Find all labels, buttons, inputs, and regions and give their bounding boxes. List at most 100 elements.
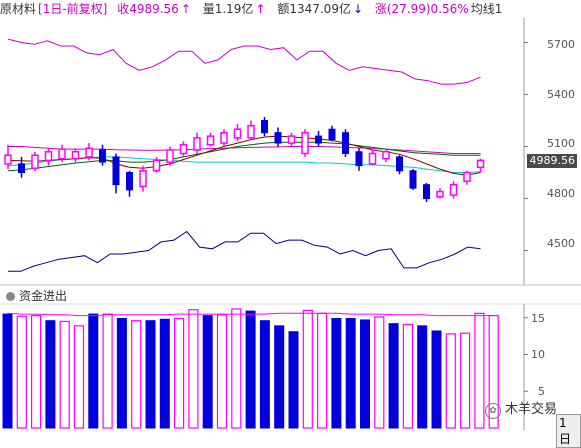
volume-bar-down — [159, 318, 170, 429]
tick-5: 5 — [538, 385, 545, 398]
volume-bar-down — [288, 331, 299, 429]
ma-mid-line — [7, 141, 481, 172]
candle-down — [99, 149, 106, 163]
period-tag[interactable]: [1日-前复权] — [38, 2, 108, 16]
candle-down — [355, 151, 363, 167]
candle-down — [274, 132, 282, 144]
candle-down — [18, 163, 25, 174]
candle-down — [423, 184, 430, 200]
volume-bar-down — [360, 319, 370, 429]
volume-bar-down — [245, 310, 256, 429]
candle-up — [4, 154, 12, 165]
candle-down — [126, 172, 133, 191]
tick-4800: 4800 — [547, 187, 575, 200]
lower-band-line — [8, 230, 481, 272]
chart-canvas — [0, 18, 581, 430]
amount-arrow-icon: ↓ — [352, 2, 364, 16]
tick-5400: 5400 — [547, 88, 575, 101]
volume-bar-down — [45, 320, 56, 429]
watermark: ✿ 木羊交易 — [485, 398, 557, 419]
candle-up — [152, 159, 161, 172]
instrument-name: 原材料 — [0, 2, 37, 16]
watermark-text: 木羊交易 — [505, 402, 558, 417]
volume-bar-up — [460, 332, 471, 429]
volume-bar-down — [388, 323, 399, 429]
tick-4500: 4500 — [547, 237, 575, 250]
candle-up — [436, 190, 444, 198]
tick-10: 10 — [531, 348, 545, 361]
candle-up — [206, 135, 215, 146]
candle-up — [179, 144, 188, 155]
candle-up — [368, 152, 377, 165]
candle-up — [139, 170, 147, 188]
panel-dot-icon[interactable] — [6, 292, 15, 301]
candle-up — [220, 131, 228, 144]
close-arrow-icon: ↑ — [180, 2, 191, 16]
tick-5700: 5700 — [547, 38, 575, 51]
period-button[interactable]: 1日 — [556, 414, 581, 448]
wechat-icon: ✿ — [485, 403, 501, 419]
candle-down — [328, 128, 336, 141]
tick-5100: 5100 — [547, 137, 575, 150]
chart-header: 原材料 [1日-前复权] 收4989.56 ↑ 量1.19亿 ↑ 额1347.09亿 ↓… — [0, 0, 504, 18]
candle-down — [342, 132, 349, 154]
candle-up — [247, 124, 255, 139]
volume-bar-up — [317, 312, 328, 429]
tick-15: 15 — [531, 312, 545, 325]
candle-down — [112, 156, 120, 186]
candle-down — [396, 156, 403, 172]
candle-down — [261, 120, 268, 134]
volume-bar-up — [302, 309, 313, 429]
candle-up — [233, 128, 242, 139]
volume-bar-down — [431, 330, 442, 429]
volume-bar-down — [345, 317, 356, 429]
candle-up — [166, 149, 174, 163]
volume-bar-down — [116, 317, 127, 429]
volume-bar-up — [174, 317, 185, 429]
subpanel-title-text: 资金进出 — [19, 289, 68, 303]
volume-bar-up — [16, 315, 27, 429]
volume-bar-up — [31, 314, 42, 429]
volume-bar-down — [88, 313, 99, 429]
volume-bar-down — [259, 320, 270, 429]
candle-up — [71, 150, 80, 160]
candle-up — [449, 183, 458, 196]
subpanel-title: 资金进出 — [6, 288, 67, 304]
upper-band-line — [7, 38, 481, 85]
volume-bar-up — [73, 325, 85, 429]
volume-bar-down — [145, 320, 156, 429]
volume-bar-up — [102, 313, 113, 429]
candle-down — [315, 135, 322, 144]
volume-ma-line — [7, 312, 494, 317]
candle-down — [409, 170, 417, 189]
candle-up — [463, 171, 471, 182]
volume-bar-down — [331, 317, 342, 429]
volume-bar-up — [402, 323, 413, 429]
candle-up — [382, 150, 390, 160]
volume-bar-down — [417, 325, 428, 429]
volume-bar-up — [474, 312, 485, 429]
ma-label[interactable]: 均线1 — [470, 2, 503, 16]
candle-up — [193, 137, 201, 151]
volume-bar-down — [274, 325, 285, 429]
volume-bar-down — [2, 313, 13, 429]
volume-bar-up — [231, 308, 242, 429]
candle-up — [287, 135, 296, 144]
volume-bar-up — [131, 320, 142, 429]
current-price-box: 4989.56 — [527, 154, 577, 168]
candle-up — [31, 154, 39, 169]
volume-bar-down — [202, 315, 213, 429]
volume-bar-up — [188, 309, 199, 429]
candle-up — [85, 147, 93, 158]
ma-short-line — [7, 135, 481, 176]
change-label: 涨(27.99)0.56% — [374, 2, 469, 16]
candle-up — [58, 148, 66, 160]
amount-label: 额1347.09亿 — [277, 2, 351, 16]
volume-bar-up — [59, 320, 70, 429]
volume-bar-up — [216, 314, 228, 429]
volume-label: 量1.19亿 — [202, 2, 254, 16]
close-label: 收4989.56 — [117, 2, 179, 16]
candle-up — [44, 150, 53, 162]
candle-up — [301, 131, 309, 155]
volume-bar-up — [374, 316, 385, 429]
